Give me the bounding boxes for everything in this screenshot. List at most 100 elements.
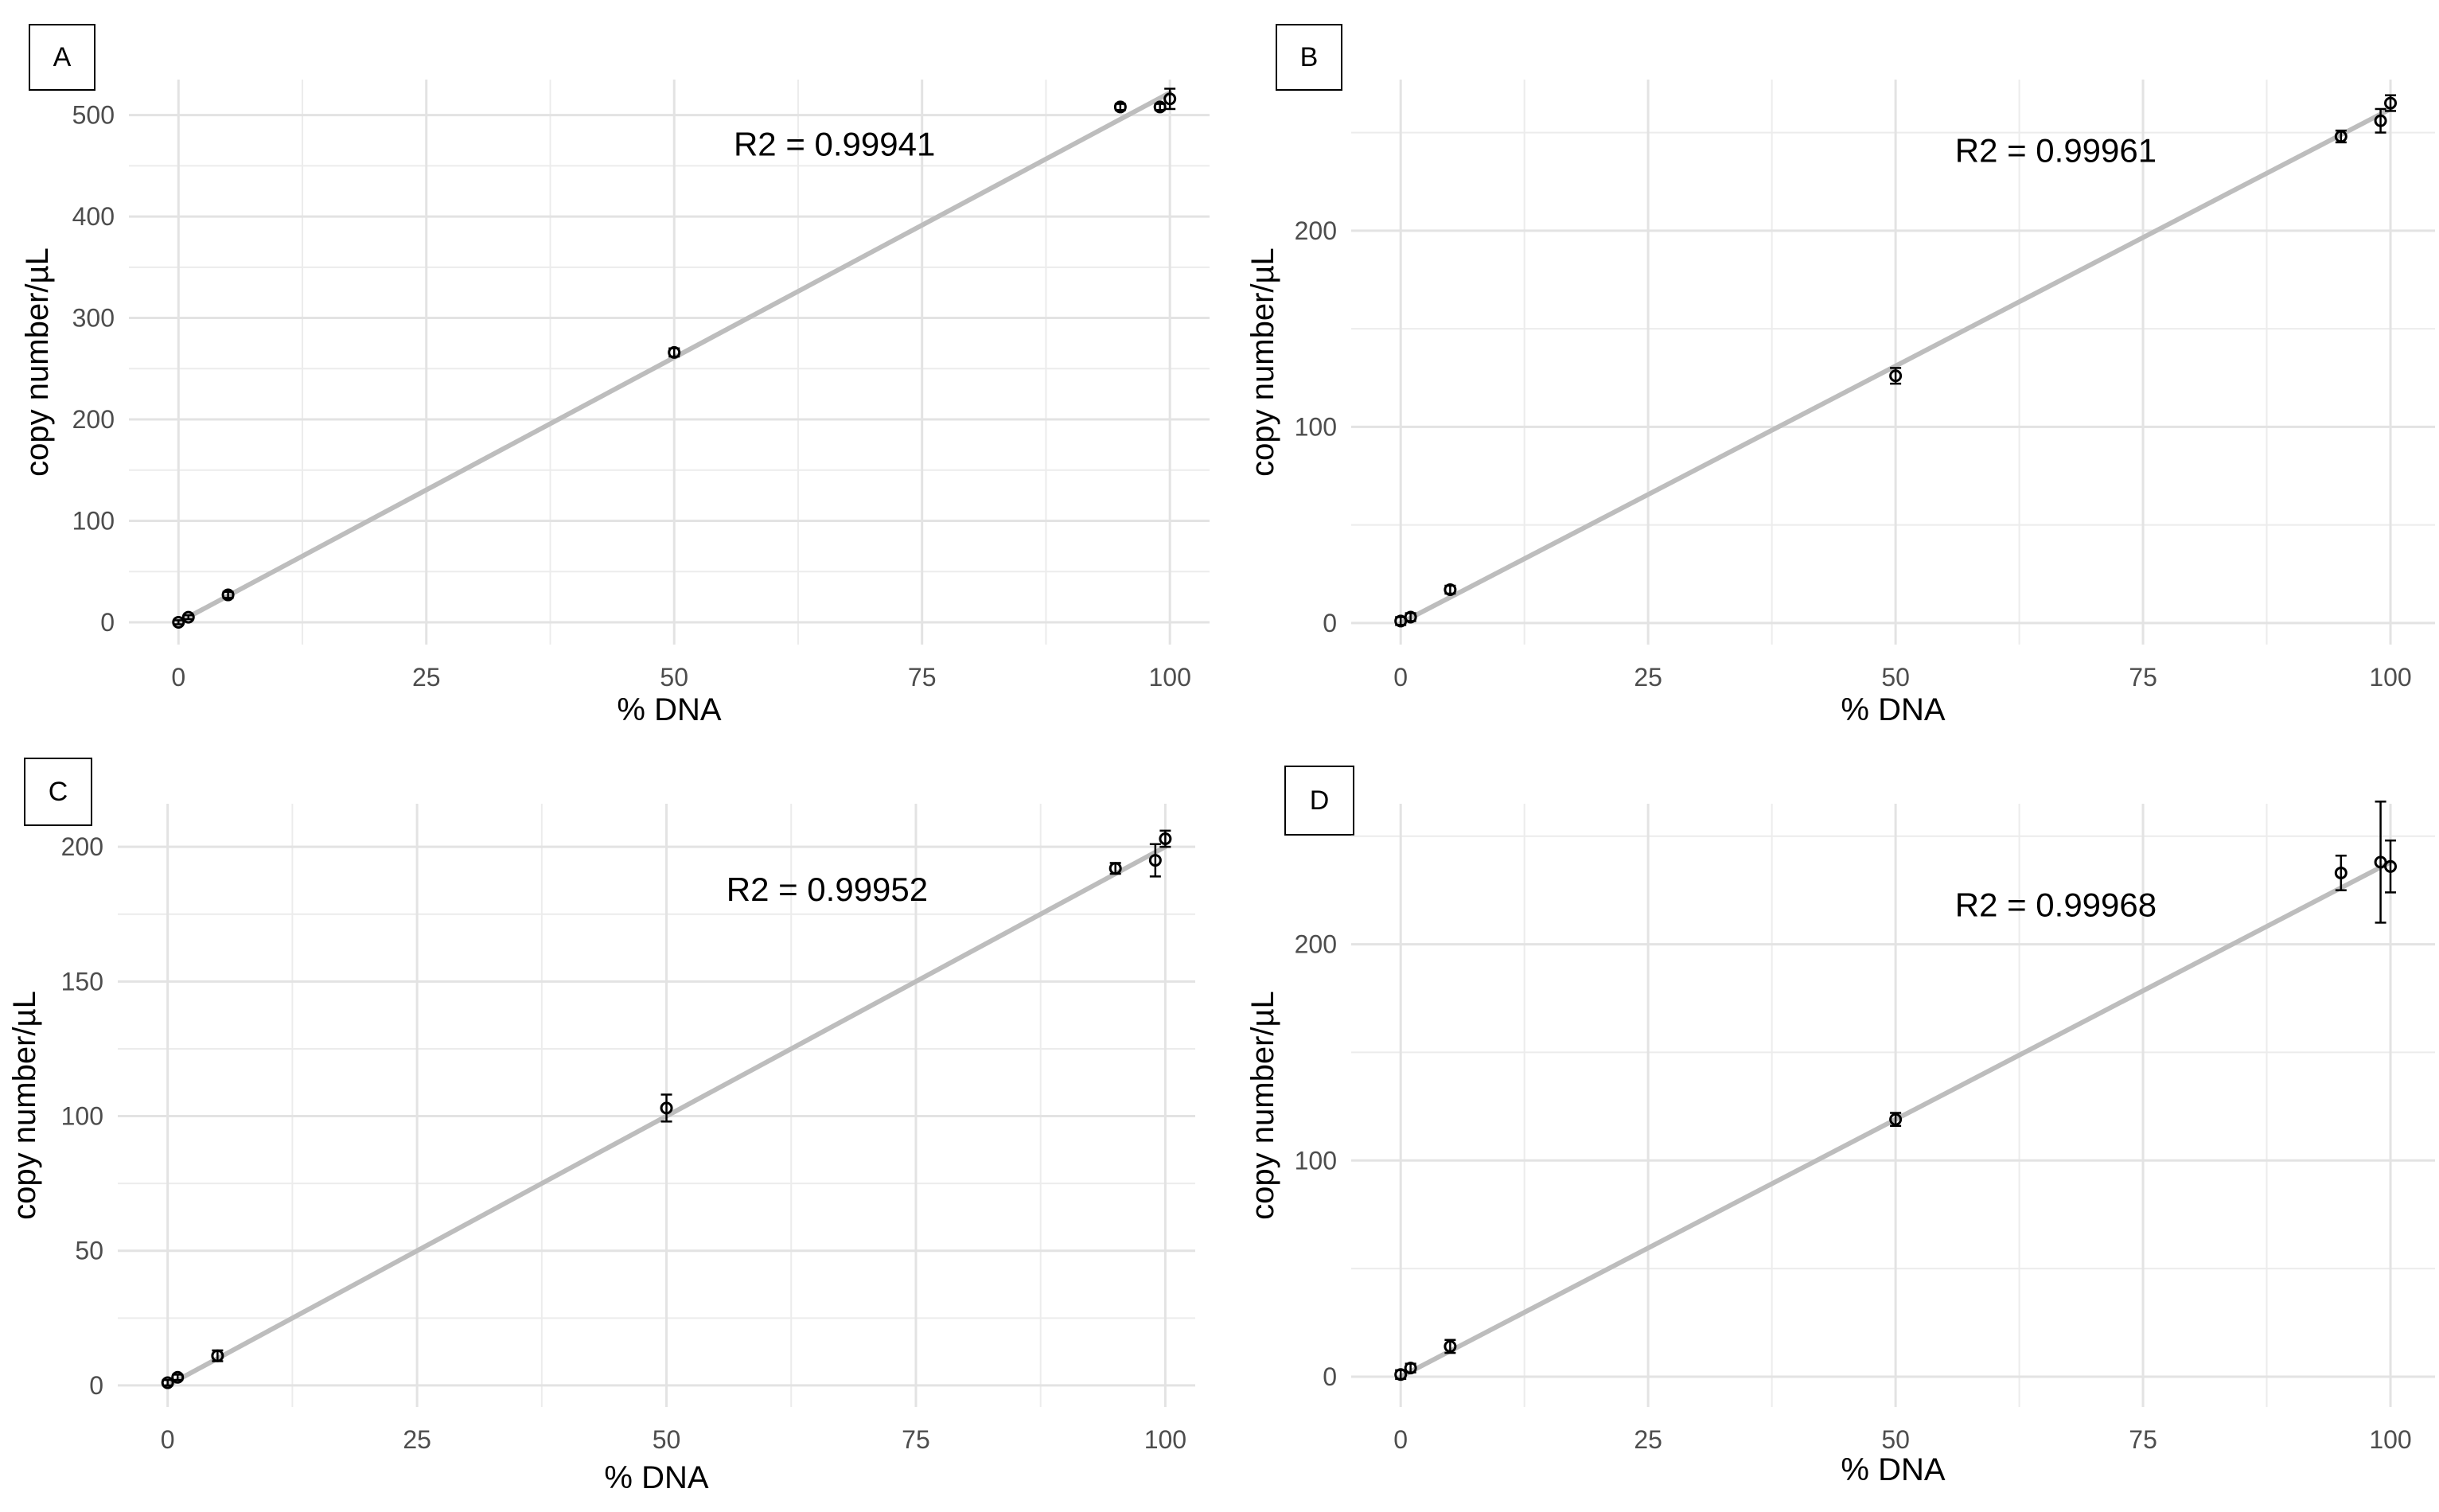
panel-label-a: A [29,24,95,91]
x-tick-label: 75 [2129,1425,2157,1454]
point-marker [2334,866,2347,879]
y-tick-label: 100 [72,506,115,535]
y-axis-title: copy number/µL [1245,991,1280,1220]
point-marker [1889,369,1903,383]
data-point [1153,100,1167,114]
point-marker [1444,1339,1457,1353]
x-tick-label: 100 [1148,663,1190,692]
x-tick-label: 100 [2369,663,2411,692]
x-tick-label: 50 [653,1425,681,1454]
point-marker [1148,854,1162,867]
y-tick-label: 0 [1323,609,1337,637]
data-point [161,1376,174,1389]
x-tick-label: 0 [171,663,185,692]
x-tick-label: 75 [902,1425,930,1454]
data-point [221,588,235,602]
chart-panel-d: 0 25 50 75 100 0 100 200 % DNA copy number/µL R2 =… [1245,801,2435,1487]
panel-label-b: B [1276,24,1342,91]
chart-panel-b: 0 25 50 75 100 0 100 200 % DNA copy number/µL R2 =… [1245,80,2435,727]
data-point [2334,854,2347,891]
point-marker [211,1349,224,1362]
y-tick-label: 0 [100,608,115,637]
x-tick-label: 25 [412,663,441,692]
data-point [1163,88,1177,111]
y-axis-title: copy number/µL [7,991,42,1220]
data-point [668,345,681,359]
point-marker [1163,92,1177,106]
chart-panel-a: 0 25 50 75 100 0 100 200 300 400 500 % DNA copy numb… [20,80,1210,727]
data-point [1444,1339,1457,1354]
data-point [211,1349,224,1362]
y-tick-label: 100 [61,1102,103,1131]
data-point [1889,367,1903,385]
point-marker [1394,1368,1408,1381]
y-axis-title: copy number/µL [20,247,55,477]
x-tick-label: 100 [2369,1425,2411,1454]
data-point [660,1093,673,1123]
x-tick-label: 75 [908,663,937,692]
fit-line [1398,106,2394,625]
x-tick-label: 25 [1634,663,1662,692]
x-tick-label: 75 [2129,663,2157,692]
y-tick-label: 100 [1295,1146,1337,1175]
r2-annotation: R2 = 0.99952 [727,871,928,908]
point-marker [221,588,235,602]
y-tick-label: 0 [89,1371,103,1400]
x-tick-label: 50 [1881,663,1910,692]
point-marker [2374,114,2387,127]
x-axis-title: % DNA [604,1460,708,1495]
data-point [1404,1362,1417,1375]
panel-label-c: C [24,758,92,826]
point-marker [2334,130,2347,143]
point-marker [172,615,185,629]
data-point [171,1370,185,1384]
data-point [1148,843,1162,878]
point-marker [2384,96,2398,110]
data-point [1404,610,1417,624]
y-tick-label: 500 [72,101,115,130]
y-tick-label: 0 [1323,1362,1337,1391]
data-point [172,615,185,629]
data-point [1113,100,1127,114]
data-point [1394,1368,1408,1381]
point-marker [161,1376,174,1389]
data-point [2374,801,2387,924]
data-point [1108,862,1122,875]
x-tick-label: 0 [1393,1425,1408,1454]
point-marker [181,610,195,624]
y-tick-label: 300 [72,304,115,333]
x-tick-label: 50 [660,663,688,692]
point-marker [660,1101,673,1115]
point-marker [1113,100,1127,114]
point-marker [1889,1113,1903,1126]
y-axis-title: copy number/µL [1245,247,1280,477]
point-marker [1153,100,1167,114]
r2-annotation: R2 = 0.99941 [734,126,935,163]
chart-panel-c: 0 25 50 75 100 0 50 100 150 200 % DNA copy number/µ… [7,804,1195,1495]
x-tick-label: 25 [1634,1425,1662,1454]
data-point [2384,839,2398,894]
point-marker [668,345,681,359]
r2-annotation: R2 = 0.99961 [1955,132,2157,170]
data-point [2334,129,2347,144]
point-marker [1159,832,1172,845]
x-axis-title: % DNA [1841,1452,1945,1487]
point-marker [2384,859,2398,873]
point-marker [1404,1362,1417,1375]
y-tick-label: 200 [61,832,103,861]
r2-annotation: R2 = 0.99968 [1955,886,2157,923]
data-point [181,610,195,624]
panel-label-d: D [1284,766,1354,836]
x-axis-title: % DNA [1841,692,1945,727]
data-point [1889,1112,1903,1128]
y-tick-label: 50 [75,1237,103,1265]
point-marker [1444,583,1457,596]
x-tick-label: 100 [1144,1425,1186,1454]
data-point [2374,107,2387,134]
x-tick-label: 25 [403,1425,431,1454]
point-marker [1108,862,1122,875]
y-tick-label: 150 [61,967,103,996]
data-point [2384,94,2398,112]
